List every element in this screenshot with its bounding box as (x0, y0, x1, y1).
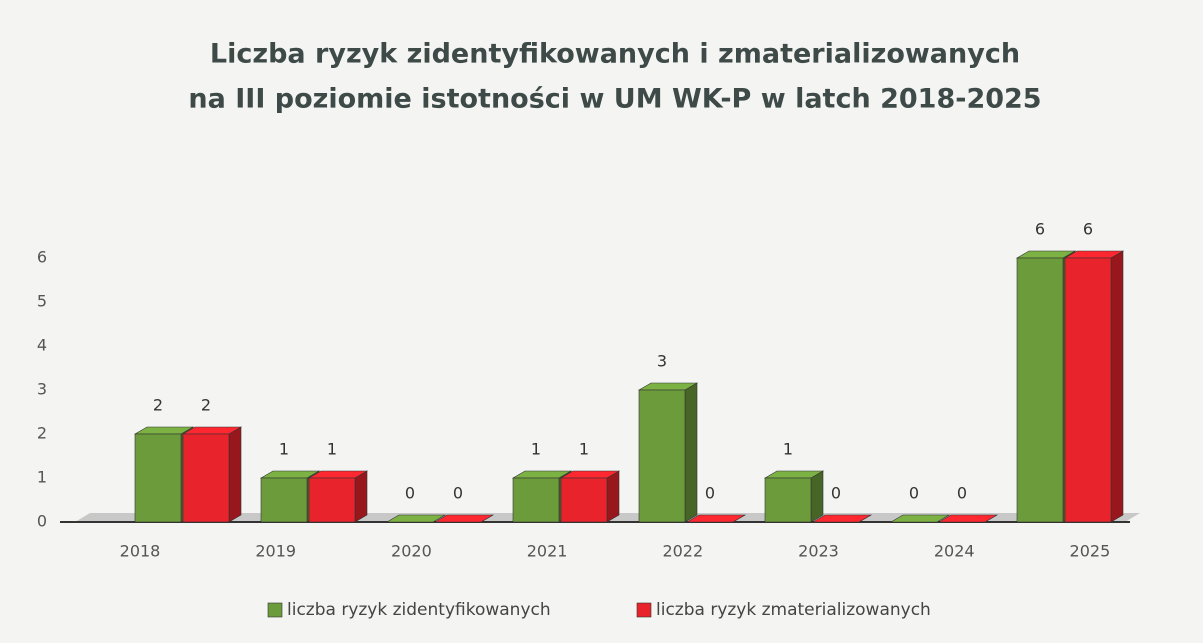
data-label: 6 (1035, 220, 1045, 239)
bar-side (810, 470, 824, 523)
bar (307, 470, 369, 523)
data-label: 6 (1083, 220, 1093, 239)
bar-top (889, 514, 951, 523)
legend-swatch (267, 602, 283, 618)
chart-title: na III poziomie istotności w UM WK-P w l… (188, 84, 1041, 115)
x-tick-label: 2019 (255, 542, 296, 561)
bar-front (1064, 257, 1112, 523)
bar-front (308, 477, 356, 523)
bar-top (937, 514, 999, 523)
bar (889, 514, 951, 523)
bar (1063, 250, 1125, 523)
x-tick-label: 2025 (1070, 542, 1111, 561)
bar-top (385, 514, 447, 523)
data-label: 3 (657, 352, 667, 371)
data-label: 0 (705, 484, 715, 503)
bar-top (685, 514, 747, 523)
y-tick-label: 0 (37, 512, 47, 531)
data-label: 0 (957, 484, 967, 503)
bar-front (512, 477, 560, 523)
bar-side (354, 470, 368, 523)
y-tick-label: 1 (37, 468, 47, 487)
x-tick-label: 2021 (527, 542, 568, 561)
bar (181, 426, 243, 523)
y-tick-label: 6 (37, 248, 47, 267)
bar (685, 514, 747, 523)
bar-front (638, 389, 686, 523)
legend-swatch (636, 602, 652, 618)
y-tick-label: 5 (37, 292, 47, 311)
data-label: 1 (783, 440, 793, 459)
x-tick-label: 2023 (798, 542, 839, 561)
data-label: 0 (453, 484, 463, 503)
x-tick-label: 2020 (391, 542, 432, 561)
bar-front (182, 433, 230, 523)
data-label: 1 (579, 440, 589, 459)
legend-label: liczba ryzyk zidentyfikowanych (287, 600, 551, 620)
bar (385, 514, 447, 523)
bar (763, 470, 825, 523)
bar (559, 470, 621, 523)
bar (937, 514, 999, 523)
bar (637, 382, 699, 523)
bar-side (606, 470, 620, 523)
data-label: 0 (405, 484, 415, 503)
data-label: 0 (831, 484, 841, 503)
x-tick-label: 2022 (662, 542, 703, 561)
bar-side (1110, 250, 1124, 523)
data-label: 0 (909, 484, 919, 503)
bar (811, 514, 873, 523)
legend-label: liczba ryzyk zmaterializowanych (656, 600, 931, 620)
bar-front (134, 433, 182, 523)
y-tick-label: 3 (37, 380, 47, 399)
bar-front (764, 477, 812, 523)
bar (433, 514, 495, 523)
bar-side (228, 426, 242, 523)
bar-side (684, 382, 698, 523)
data-label: 2 (201, 396, 211, 415)
x-tick-label: 2024 (934, 542, 975, 561)
bar-top (433, 514, 495, 523)
bar-front (260, 477, 308, 523)
data-label: 1 (279, 440, 289, 459)
data-label: 1 (327, 440, 337, 459)
y-tick-label: 4 (37, 336, 47, 355)
bar-front (1016, 257, 1064, 523)
data-label: 1 (531, 440, 541, 459)
bar-front (560, 477, 608, 523)
bar-top (811, 514, 873, 523)
y-tick-label: 2 (37, 424, 47, 443)
chart-title: Liczba ryzyk zidentyfikowanych i zmateri… (210, 39, 1020, 70)
data-label: 2 (153, 396, 163, 415)
x-tick-label: 2018 (120, 542, 161, 561)
